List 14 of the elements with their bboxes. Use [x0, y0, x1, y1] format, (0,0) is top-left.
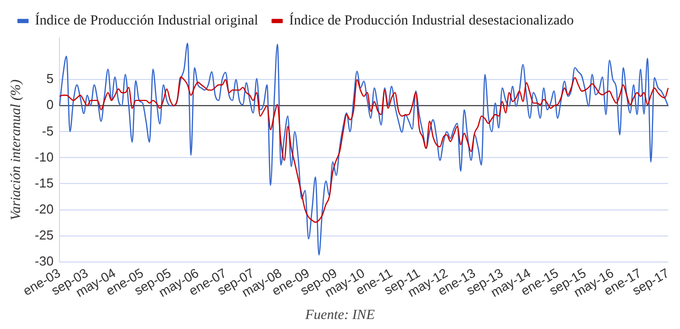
y-tick-label: 5 — [46, 71, 54, 86]
line-series — [58, 76, 669, 223]
legend-label: Índice de Producción Industrial original — [35, 12, 258, 29]
legend-label: Índice de Producción Industrial desestacionalizado — [289, 12, 574, 29]
y-tick-label: -15 — [34, 175, 54, 190]
y-tick-label: -5 — [42, 123, 54, 138]
line-series — [58, 42, 669, 256]
y-tick-label: -25 — [34, 227, 54, 242]
y-tick-label: -10 — [34, 149, 54, 164]
y-tick-label: -30 — [34, 253, 54, 268]
source-note: Fuente: INE — [304, 308, 376, 324]
y-axis-title: Variación interanual (%) — [9, 79, 24, 220]
y-tick-label: -20 — [34, 201, 54, 216]
y-tick-label: 0 — [46, 97, 54, 112]
